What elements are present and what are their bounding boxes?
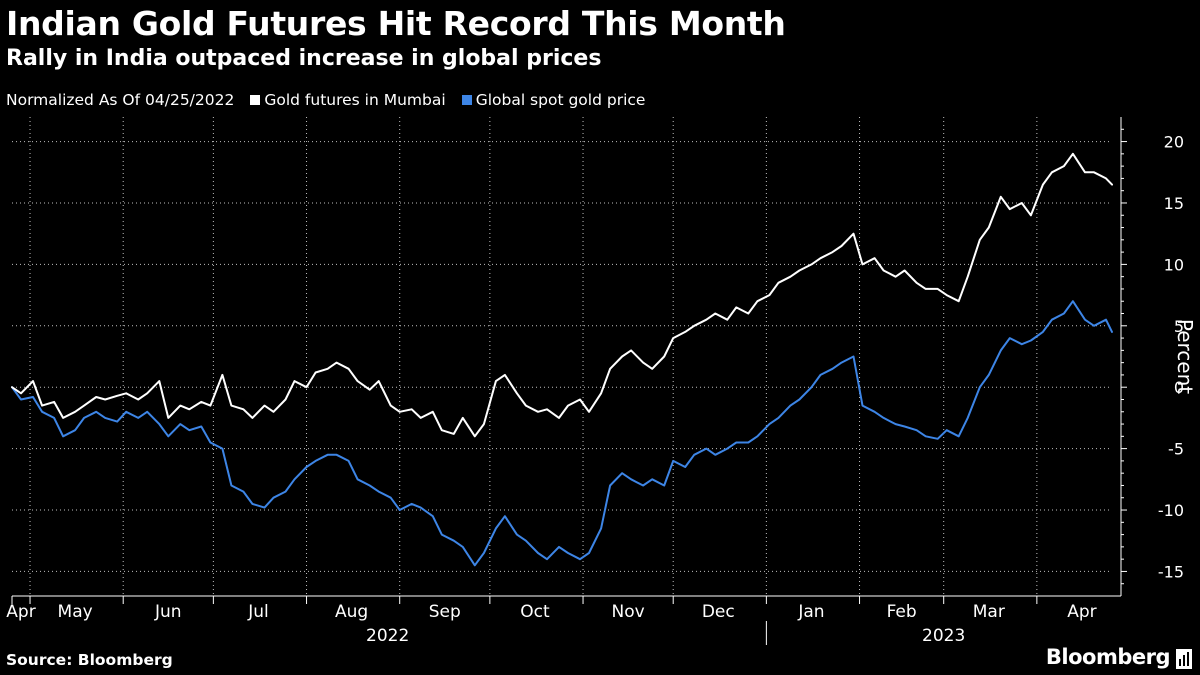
x-tick-label: Apr (6, 602, 35, 622)
y-axis-title: Percent (1173, 319, 1197, 394)
legend: Normalized As Of 04/25/2022 Gold futures… (6, 91, 645, 109)
chart-title: Indian Gold Futures Hit Record This Mont… (6, 4, 786, 43)
legend-label-mumbai: Gold futures in Mumbai (264, 91, 446, 109)
y-tick-label: 5 (1174, 317, 1184, 336)
y-tick-label: 0 (1174, 378, 1184, 397)
x-tick-label: Dec (702, 602, 735, 622)
x-tick-label: Apr (1067, 602, 1096, 622)
x-tick-label: Jul (247, 602, 269, 622)
chart-subtitle: Rally in India outpaced increase in glob… (6, 46, 602, 71)
y-tick-label: 20 (1164, 133, 1184, 152)
bloomberg-terminal-icon (1176, 649, 1192, 669)
x-tick-label: Oct (520, 602, 550, 622)
x-tick-label: Feb (887, 602, 917, 622)
x-tick-label: Mar (973, 602, 1005, 622)
y-tick-label: -5 (1168, 440, 1184, 459)
source-note: Source: Bloomberg (6, 651, 173, 669)
x-tick-label: Jan (797, 602, 824, 622)
legend-label-global: Global spot gold price (475, 91, 646, 109)
series-line-global-spot-gold (11, 300, 1113, 567)
bloomberg-logo: Bloomberg (1045, 645, 1171, 669)
y-tick-label: 10 (1164, 255, 1184, 274)
series-line-gold-futures-mumbai (11, 152, 1113, 438)
x-tick-label: May (58, 602, 93, 622)
legend-item-mumbai: Gold futures in Mumbai (250, 91, 446, 109)
legend-swatch-mumbai (250, 95, 261, 105)
x-tick-label: Nov (612, 602, 645, 622)
legend-note: Normalized As Of 04/25/2022 (6, 91, 235, 109)
y-tick-label: -10 (1158, 501, 1184, 520)
year-label: 2022 (366, 626, 409, 646)
legend-swatch-global (461, 95, 472, 105)
x-tick-label: Sep (429, 602, 461, 622)
year-label: 2023 (922, 626, 965, 646)
x-tick-label: Jun (154, 602, 182, 622)
y-tick-label: -15 (1158, 562, 1184, 581)
legend-item-global: Global spot gold price (461, 91, 646, 109)
x-tick-label: Aug (335, 602, 368, 622)
y-tick-label: 15 (1164, 194, 1184, 213)
